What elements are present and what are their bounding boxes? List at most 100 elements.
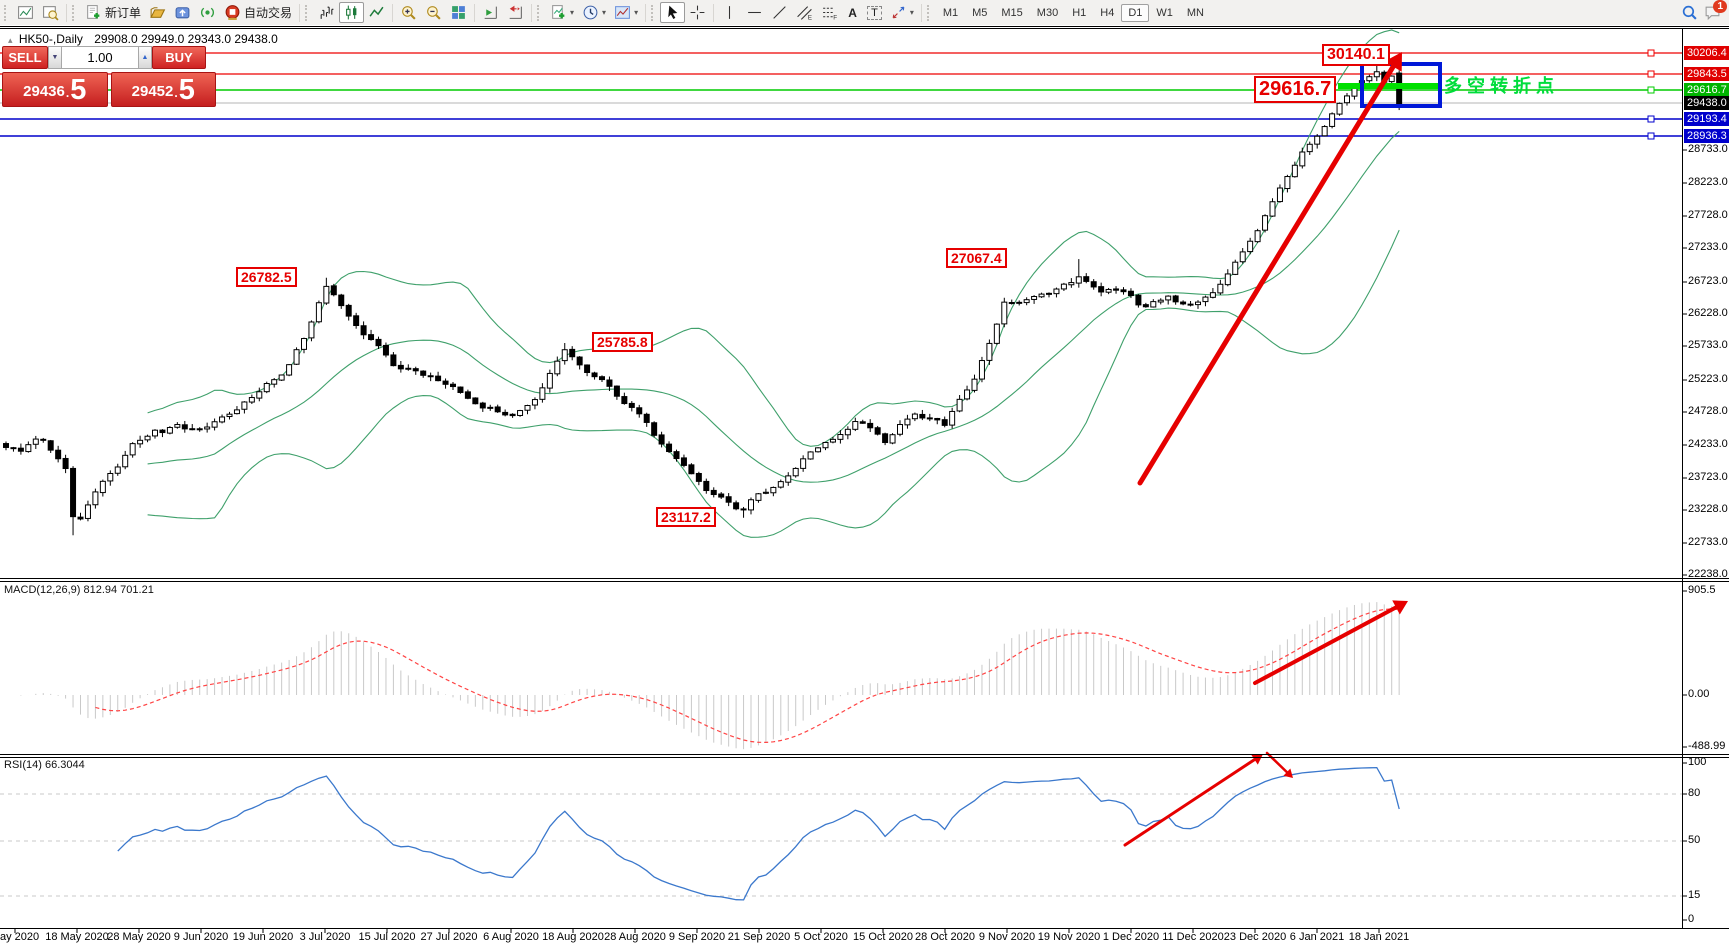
date-label: 23 Dec 2020 bbox=[1223, 931, 1287, 943]
price-level-badge: 29438.0 bbox=[1684, 96, 1729, 110]
time-axis-line bbox=[0, 928, 1729, 929]
trendline-tool-button[interactable] bbox=[767, 2, 792, 23]
horizontal-line-tool-button[interactable] bbox=[742, 2, 767, 23]
date-label: 9 Nov 2020 bbox=[978, 931, 1036, 943]
date-label: 19 Jun 2020 bbox=[232, 931, 294, 943]
price-axis-label: 24233.0 bbox=[1688, 438, 1728, 450]
date-label: 6 Aug 2020 bbox=[483, 931, 539, 943]
toolbar: 新订单 自动交易 ▾ ▾ ▾ E F A bbox=[0, 0, 1729, 25]
date-label: 18 Jan 2021 bbox=[1348, 931, 1410, 943]
templates-button[interactable]: ▾ bbox=[610, 2, 642, 23]
cursor-tool-button[interactable] bbox=[660, 2, 686, 23]
annotation-price-label: 27067.4 bbox=[946, 248, 1007, 269]
buy-price-box[interactable]: 29452 . 5 bbox=[110, 72, 216, 107]
horizontal-line-icon bbox=[748, 11, 761, 14]
annotation-price-label: 30140.1 bbox=[1322, 44, 1390, 67]
chart-header: ▴ HK50-,Daily 29908.0 29949.0 29343.0 29… bbox=[8, 32, 278, 46]
vertical-line-tool-button[interactable] bbox=[717, 2, 742, 23]
date-label: 18 Aug 2020 bbox=[542, 931, 604, 943]
line-chart-button[interactable] bbox=[364, 2, 389, 23]
search-icon[interactable] bbox=[1681, 4, 1698, 21]
signals-button[interactable] bbox=[195, 2, 220, 23]
upload-cloud-icon bbox=[175, 7, 190, 19]
autotrading-button[interactable]: 自动交易 bbox=[220, 2, 296, 23]
toolbar-right: 1 bbox=[1681, 0, 1727, 21]
timeframe-h1[interactable]: H1 bbox=[1072, 6, 1087, 19]
market-watch-button[interactable] bbox=[145, 2, 170, 23]
date-label: 15 Jul 2020 bbox=[358, 931, 416, 943]
chart-window-marker-icon: ▴ bbox=[8, 35, 13, 45]
channel-tool-button[interactable]: E bbox=[792, 2, 817, 23]
pane-separator[interactable] bbox=[0, 578, 1729, 579]
date-label: 3 Jul 2020 bbox=[299, 931, 351, 943]
candlestick-chart-button[interactable] bbox=[339, 2, 365, 23]
new-order-button[interactable]: 新订单 bbox=[81, 2, 145, 23]
toolbar-separator bbox=[474, 3, 476, 22]
price-axis-label: 23228.0 bbox=[1688, 503, 1728, 515]
toolbar-grip bbox=[72, 4, 77, 21]
sell-button[interactable]: SELL bbox=[2, 46, 48, 69]
bar-chart-button[interactable] bbox=[314, 2, 339, 23]
autotrading-stop-icon bbox=[225, 5, 240, 20]
timeframe-m5[interactable]: M5 bbox=[972, 6, 988, 19]
chart-shift-icon bbox=[509, 5, 522, 19]
fibonacci-tool-button[interactable]: F bbox=[817, 2, 842, 23]
pane-separator[interactable] bbox=[0, 754, 1729, 755]
sell-price-box[interactable]: 29436 . 5 bbox=[2, 72, 108, 107]
symbol-period-label: HK50-,Daily bbox=[18, 32, 83, 46]
text-tool-button[interactable]: A bbox=[848, 5, 857, 20]
macd-label: MACD(12,26,9) 812.94 701.21 bbox=[4, 584, 154, 596]
annotation-price-label: 29616.7 bbox=[1254, 76, 1337, 103]
template-icon bbox=[615, 6, 630, 19]
tile-windows-button[interactable] bbox=[446, 2, 471, 23]
chart-profile-button[interactable] bbox=[38, 2, 63, 23]
pane-separator[interactable] bbox=[0, 581, 1729, 582]
date-label: 18 May 2020 bbox=[45, 931, 109, 943]
chat-badge: 1 bbox=[1713, 0, 1727, 13]
arrows-tool-button[interactable]: ▾ bbox=[886, 2, 918, 23]
volume-input[interactable]: 1.00 bbox=[62, 46, 138, 69]
chart-shift-button[interactable] bbox=[503, 2, 528, 23]
zoom-out-button[interactable] bbox=[421, 2, 446, 23]
timeframe-m30[interactable]: M30 bbox=[1036, 6, 1059, 19]
buy-button[interactable]: BUY bbox=[152, 46, 206, 69]
annotation-price-label: 25785.8 bbox=[592, 332, 653, 353]
bollinger-bands bbox=[147, 29, 1400, 538]
volume-decrease-button[interactable]: ▼ bbox=[48, 46, 62, 69]
new-order-label: 新订单 bbox=[105, 6, 142, 20]
notifications-chat-button[interactable]: 1 bbox=[1704, 0, 1727, 21]
price-axis-line bbox=[1682, 28, 1683, 929]
date-label: 9 Sep 2020 bbox=[668, 931, 726, 943]
text-label-tool-button[interactable]: T bbox=[863, 2, 886, 23]
crosshair-tool-button[interactable] bbox=[685, 2, 710, 23]
toolbar-separator bbox=[713, 3, 715, 22]
toolbar-grip bbox=[926, 4, 932, 21]
date-label: 1 Dec 2020 bbox=[1102, 931, 1160, 943]
indicators-button[interactable]: ▾ bbox=[546, 2, 578, 23]
timeframe-m1[interactable]: M1 bbox=[942, 6, 959, 19]
expert-advisor-button[interactable] bbox=[170, 2, 195, 23]
dropdown-caret-icon: ▾ bbox=[634, 8, 639, 17]
timeframe-mn[interactable]: MN bbox=[1186, 6, 1204, 19]
toolbar-grip bbox=[4, 4, 9, 21]
volume-increase-button[interactable]: ▲ bbox=[138, 46, 152, 69]
timeframe-d1[interactable]: D1 bbox=[1121, 3, 1150, 22]
macd-axis-label: -488.99 bbox=[1688, 740, 1726, 752]
periods-button[interactable]: ▾ bbox=[578, 2, 610, 23]
arrow-objects-icon bbox=[892, 6, 905, 19]
new-chart-button[interactable] bbox=[13, 2, 38, 23]
price-level-badge: 29616.7 bbox=[1684, 83, 1729, 97]
toolbar-grip bbox=[651, 4, 656, 21]
timeframe-h4[interactable]: H4 bbox=[1100, 6, 1115, 19]
timeframe-w1[interactable]: W1 bbox=[1156, 6, 1173, 19]
auto-scroll-button[interactable] bbox=[478, 2, 503, 23]
buy-price-main: 29452 bbox=[131, 83, 174, 100]
zoom-in-icon bbox=[402, 6, 416, 20]
timeframe-m15[interactable]: M15 bbox=[1001, 6, 1023, 19]
macd-axis-label: 905.5 bbox=[1688, 584, 1716, 596]
date-label: 19 Nov 2020 bbox=[1037, 931, 1101, 943]
pane-separator[interactable] bbox=[0, 757, 1729, 758]
zoom-in-button[interactable] bbox=[396, 2, 421, 23]
